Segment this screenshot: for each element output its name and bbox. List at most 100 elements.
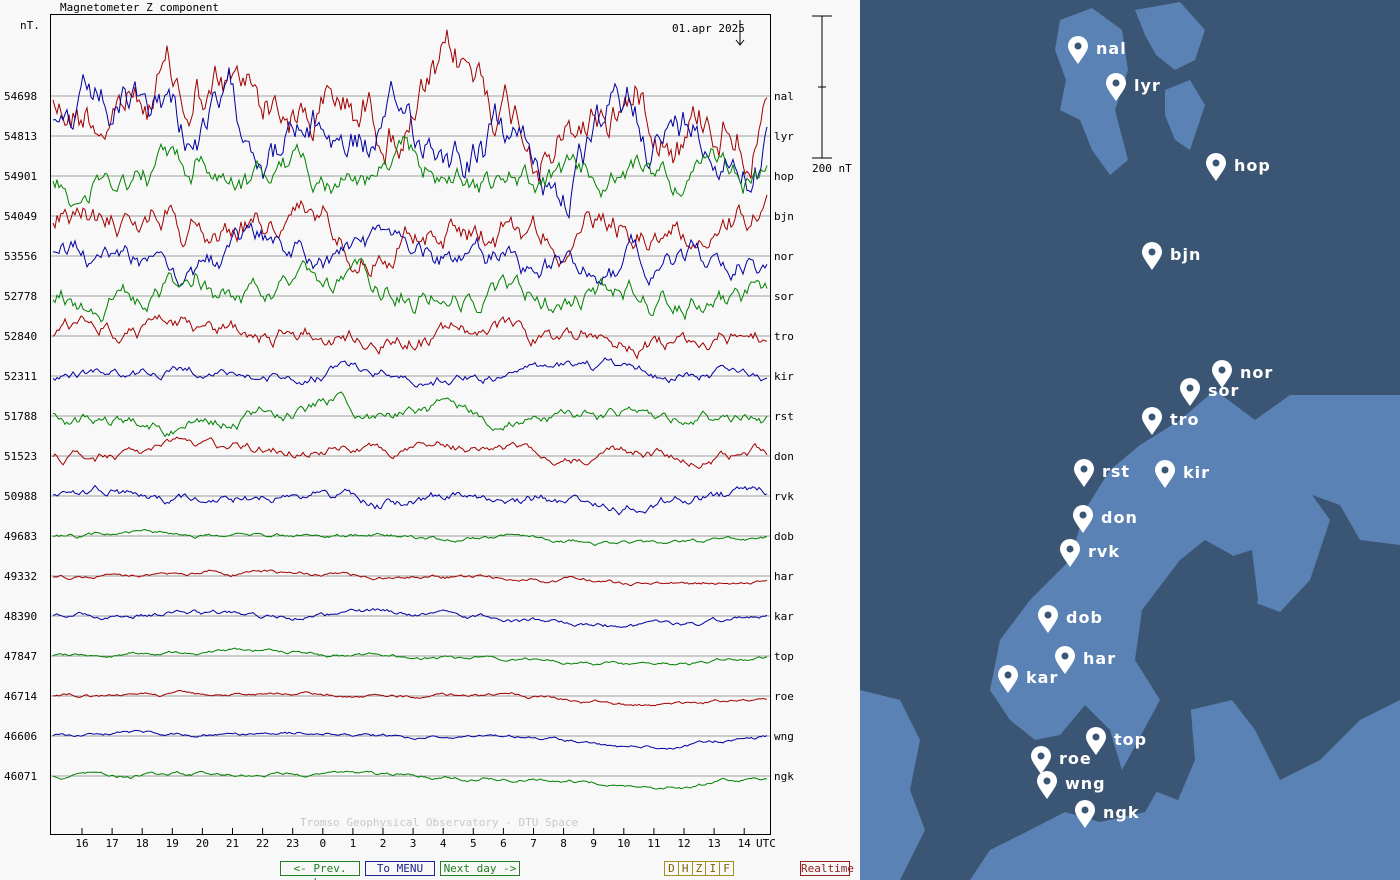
map-pin-icon [1038, 605, 1058, 633]
x-tick-label-1: 1 [350, 837, 357, 850]
station-marker-don[interactable]: don [1073, 505, 1138, 533]
component-selector: D H Z I F [664, 861, 734, 876]
station-marker-bjn[interactable]: bjn [1142, 242, 1201, 270]
station-marker-nal[interactable]: nal [1068, 36, 1127, 64]
component-f-button[interactable]: F [723, 862, 730, 875]
station-marker-top[interactable]: top [1086, 727, 1147, 755]
trace-tro [52, 314, 768, 360]
map-pin-hole [1112, 79, 1120, 87]
baseline-value-har: 49332 [4, 570, 37, 583]
station-name-kir: kir [1183, 463, 1210, 482]
map-pin-hole [1081, 806, 1089, 814]
x-tick-label-17: 17 [105, 837, 118, 850]
unit-label: nT. [20, 19, 40, 32]
map-pin-hole [1148, 248, 1156, 256]
to-menu-button[interactable]: To MENU [365, 861, 435, 876]
trace-lyr [52, 67, 768, 220]
station-name-lyr: lyr [1134, 76, 1161, 95]
gulf-of-bothnia [1200, 550, 1258, 690]
prev-day-button[interactable]: <- Prev. day [280, 861, 360, 880]
station-marker-kir[interactable]: kir [1155, 460, 1210, 488]
x-tick-label-3: 3 [410, 837, 417, 850]
station-marker-dob[interactable]: dob [1038, 605, 1103, 633]
x-tick-label-2: 2 [380, 837, 387, 850]
map-pin-hole [1218, 366, 1226, 374]
map-pin-hole [1074, 42, 1082, 50]
trace-top [52, 647, 768, 666]
baseline-value-bjn: 54049 [4, 210, 37, 223]
realtime-button[interactable]: Realtime [800, 861, 854, 876]
station-marker-sor[interactable]: sor [1180, 378, 1239, 406]
component-d-button[interactable]: D [665, 862, 679, 875]
baseline-value-sor: 52778 [4, 290, 37, 303]
utc-label: UTC [756, 837, 776, 850]
station-label-bjn: bjn [774, 210, 794, 223]
trace-roe [52, 689, 768, 707]
component-z-button[interactable]: Z [693, 862, 707, 875]
station-marker-nor[interactable]: nor [1212, 360, 1273, 388]
trace-sor [52, 257, 768, 323]
station-marker-kar[interactable]: kar [998, 665, 1058, 693]
map-pin-hole [1080, 465, 1088, 473]
next-day-button[interactable]: Next day -> [440, 861, 520, 876]
x-tick-label-20: 20 [196, 837, 209, 850]
baseline-value-kar: 48390 [4, 610, 37, 623]
x-tick-label-16: 16 [75, 837, 88, 850]
map-pin-icon [1055, 646, 1075, 674]
map-pin-icon [1180, 378, 1200, 406]
station-marker-rst[interactable]: rst [1074, 459, 1130, 487]
station-name-dob: dob [1066, 608, 1103, 627]
map-pin-icon [1060, 539, 1080, 567]
continent [970, 700, 1400, 880]
station-marker-ngk[interactable]: ngk [1075, 800, 1139, 828]
x-tick-label-10: 10 [617, 837, 630, 850]
map-pin-hole [1161, 466, 1169, 474]
scale-label: 200 nT [812, 162, 852, 175]
station-marker-wng[interactable]: wng [1037, 771, 1106, 799]
baseline-value-kir: 52311 [4, 370, 37, 383]
map-pin-hole [1212, 159, 1220, 167]
baseline-value-wng: 46606 [4, 730, 37, 743]
map-pin-hole [1004, 671, 1012, 679]
magnetogram-panel: 54698 54813 54901 54049 53556 52778 52840 52311… [4, 1, 854, 880]
trace-rvk [52, 484, 768, 516]
map-pin-hole [1061, 652, 1069, 660]
baltic-inlet [1152, 700, 1195, 800]
station-name-bjn: bjn [1170, 245, 1201, 264]
trace-hop [52, 135, 768, 208]
trace-bjn [52, 194, 768, 278]
station-marker-roe[interactable]: roe [1031, 746, 1092, 774]
station-label-rst: rst [774, 410, 794, 423]
x-tick-label-23: 23 [286, 837, 299, 850]
trace-nal [52, 29, 768, 183]
component-i-button[interactable]: I [706, 862, 721, 875]
trace-wng [52, 729, 768, 750]
baseline-value-top: 47847 [4, 650, 37, 663]
station-label-wng: wng [774, 730, 794, 743]
map-pin-icon [1074, 459, 1094, 487]
trace-nor [52, 221, 768, 288]
scale-bar [812, 15, 832, 159]
station-name-nal: nal [1096, 39, 1127, 58]
x-tick-label-21: 21 [226, 837, 239, 850]
x-tick-label-12: 12 [677, 837, 690, 850]
station-marker-lyr[interactable]: lyr [1106, 73, 1161, 101]
map-pin-icon [1086, 727, 1106, 755]
station-marker-har[interactable]: har [1055, 646, 1116, 674]
magnetogram-chart: 5469854813549015404953556527785284052311… [4, 1, 852, 850]
component-h-button[interactable]: H [679, 862, 693, 875]
x-tick-label-11: 11 [647, 837, 660, 850]
plot-frame [50, 14, 771, 835]
station-label-nor: nor [774, 250, 794, 263]
station-marker-hop[interactable]: hop [1206, 153, 1271, 181]
station-name-wng: wng [1065, 774, 1106, 793]
station-marker-tro[interactable]: tro [1142, 407, 1200, 435]
baseline-value-tro: 52840 [4, 330, 37, 343]
station-label-hop: hop [774, 170, 794, 183]
station-map: nal lyr hop bjn nor sor tro rst kir don rvk dob har k… [860, 0, 1400, 880]
map-pin-icon [1073, 505, 1093, 533]
trace-har [52, 569, 768, 587]
x-tick-label-22: 22 [256, 837, 269, 850]
trace-don [52, 436, 768, 469]
station-marker-rvk[interactable]: rvk [1060, 539, 1120, 567]
